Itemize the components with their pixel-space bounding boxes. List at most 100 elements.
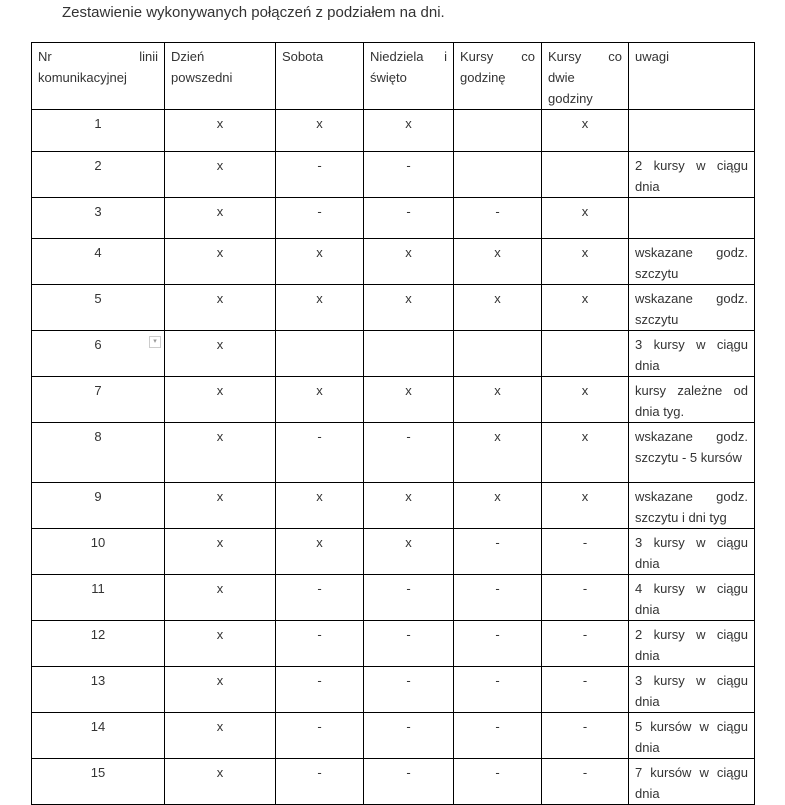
cell-hourly: x	[453, 422, 542, 483]
header-sunday-holiday: Niedziela i święto	[363, 42, 454, 110]
header-notes: uwagi	[628, 42, 755, 110]
cell-sunday-holiday: x	[363, 238, 454, 285]
cell-line-number: 10	[31, 528, 165, 575]
cell-hourly	[453, 330, 542, 377]
cell-saturday: x	[275, 376, 364, 423]
cell-notes: 4 kursy w ciągu dnia	[628, 574, 755, 621]
cell-notes: 2 kursy w ciągu dnia	[628, 620, 755, 667]
cell-hourly: x	[453, 376, 542, 423]
cell-two-hourly: x	[541, 284, 629, 331]
cell-saturday	[275, 330, 364, 377]
cell-weekday: x	[164, 528, 276, 575]
cell-saturday: -	[275, 151, 364, 198]
cell-two-hourly: -	[541, 574, 629, 621]
cell-two-hourly: -	[541, 712, 629, 759]
cell-line-number: 1	[31, 109, 165, 152]
cell-two-hourly: x	[541, 238, 629, 285]
cell-saturday: x	[275, 528, 364, 575]
table-row: 11 x - - - -4 kursy w ciągu dnia	[31, 574, 755, 621]
cell-sunday-holiday: -	[363, 197, 454, 239]
cell-line-number: 8	[31, 422, 165, 483]
cell-hourly: -	[453, 528, 542, 575]
cell-notes: 2 kursy w ciągu dnia	[628, 151, 755, 198]
header-two-hourly: Kursy co dwie godziny	[541, 42, 629, 110]
cell-hourly	[453, 151, 542, 198]
header-line-number: Nr linii komunikacyjnej	[31, 42, 165, 110]
dropdown-icon[interactable]: ▾	[149, 336, 161, 348]
cell-hourly: -	[453, 574, 542, 621]
cell-line-number: 9	[31, 482, 165, 529]
cell-saturday: -	[275, 422, 364, 483]
cell-weekday: x	[164, 284, 276, 331]
cell-line-number: 15	[31, 758, 165, 805]
cell-line-number: 3	[31, 197, 165, 239]
cell-sunday-holiday: -	[363, 620, 454, 667]
cell-weekday: x	[164, 482, 276, 529]
cell-weekday: x	[164, 758, 276, 805]
cell-two-hourly: x	[541, 422, 629, 483]
cell-saturday: x	[275, 238, 364, 285]
cell-sunday-holiday: x	[363, 482, 454, 529]
table-row: 4 x x x x x wskazane godz. szczytu	[31, 238, 755, 285]
cell-hourly: -	[453, 620, 542, 667]
cell-saturday: -	[275, 620, 364, 667]
cell-weekday: x	[164, 109, 276, 152]
cell-sunday-holiday: -	[363, 151, 454, 198]
cell-hourly: x	[453, 284, 542, 331]
table-row: 9 x x x x x wskazane godz. szczytu i dni tyg	[31, 482, 755, 529]
cell-saturday: -	[275, 197, 364, 239]
table-row: 13 x - - - -3 kursy w ciągu dnia	[31, 666, 755, 713]
cell-hourly: -	[453, 197, 542, 239]
cell-line-number: 6 ▾	[31, 330, 165, 377]
cell-saturday: -	[275, 712, 364, 759]
document-title: Zestawienie wykonywanych połączeń z podz…	[62, 4, 445, 21]
cell-weekday: x	[164, 330, 276, 377]
cell-weekday: x	[164, 151, 276, 198]
cell-sunday-holiday: x	[363, 376, 454, 423]
cell-sunday-holiday: -	[363, 422, 454, 483]
cell-line-number: 12	[31, 620, 165, 667]
table-header-row: Nr linii komunikacyjnej Dzień powszedni So…	[31, 42, 755, 110]
cell-sunday-holiday: -	[363, 712, 454, 759]
cell-weekday: x	[164, 666, 276, 713]
header-hourly: Kursy co godzinę	[453, 42, 542, 110]
table-row: 10 x x x - -3 kursy w ciągu dnia	[31, 528, 755, 575]
cell-notes	[628, 109, 755, 152]
cell-notes: 5 kursów w ciągu dnia	[628, 712, 755, 759]
cell-notes: wskazane godz. szczytu i dni tyg	[628, 482, 755, 529]
cell-notes: 3 kursy w ciągu dnia	[628, 666, 755, 713]
cell-hourly: -	[453, 666, 542, 713]
cell-hourly: -	[453, 712, 542, 759]
cell-weekday: x	[164, 238, 276, 285]
cell-saturday: x	[275, 482, 364, 529]
cell-line-number: 14	[31, 712, 165, 759]
cell-hourly: x	[453, 238, 542, 285]
cell-saturday: -	[275, 666, 364, 713]
cell-line-number: 11	[31, 574, 165, 621]
table-row: 14 x - - - -5 kursów w ciągu dnia	[31, 712, 755, 759]
cell-sunday-holiday: x	[363, 528, 454, 575]
cell-two-hourly: x	[541, 197, 629, 239]
cell-weekday: x	[164, 620, 276, 667]
cell-notes: wskazane godz. szczytu	[628, 284, 755, 331]
cell-two-hourly: -	[541, 620, 629, 667]
cell-line-number: 4	[31, 238, 165, 285]
table-row: 12 x - - - -2 kursy w ciągu dnia	[31, 620, 755, 667]
cell-notes: wskazane godz. szczytu	[628, 238, 755, 285]
cell-weekday: x	[164, 197, 276, 239]
cell-notes	[628, 197, 755, 239]
cell-notes: kursy zależne od dnia tyg.	[628, 376, 755, 423]
cell-sunday-holiday: -	[363, 574, 454, 621]
cell-two-hourly	[541, 330, 629, 377]
cell-two-hourly: x	[541, 109, 629, 152]
table-row: 7 x x x x x kursy zależne od dnia tyg.	[31, 376, 755, 423]
cell-two-hourly: x	[541, 376, 629, 423]
cell-two-hourly: -	[541, 528, 629, 575]
table-row: 8 x - - x x wskazane godz. szczytu - 5 kursów	[31, 422, 755, 483]
cell-line-number: 5	[31, 284, 165, 331]
cell-hourly: x	[453, 482, 542, 529]
cell-saturday: -	[275, 574, 364, 621]
